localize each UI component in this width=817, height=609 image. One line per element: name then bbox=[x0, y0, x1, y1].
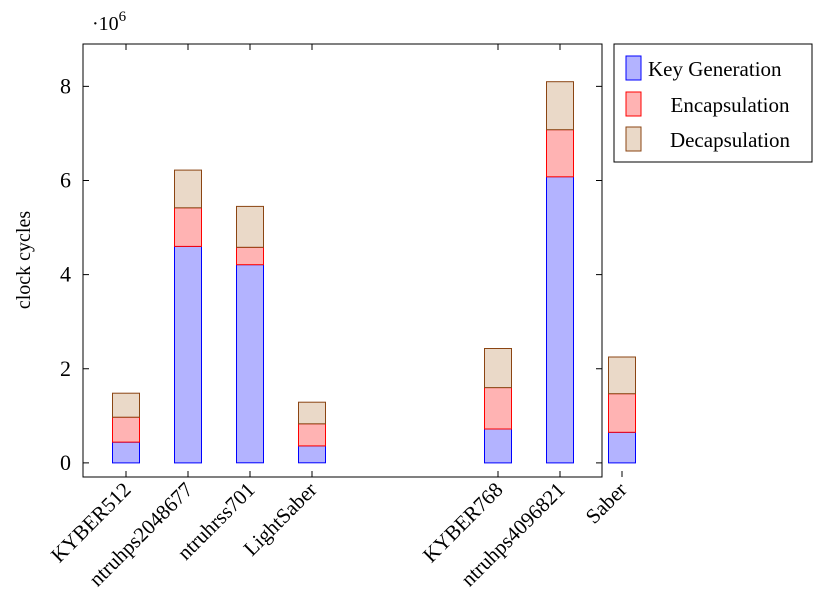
bar-keygen-ntruhrss701 bbox=[236, 264, 264, 464]
bar-encaps-ntruhps2048677 bbox=[174, 207, 202, 247]
y-axis-label: clock cycles bbox=[13, 211, 35, 309]
bar-decaps-ntruhps4096821 bbox=[546, 81, 574, 131]
x-tick-label-saber: Saber bbox=[581, 478, 632, 529]
plot-area-frame bbox=[82, 43, 603, 478]
bar-decaps-saber bbox=[608, 356, 636, 395]
bar-encaps-saber bbox=[608, 393, 636, 433]
legend-label-decaps: Decapsulation bbox=[670, 128, 791, 152]
scale-exponent: 6 bbox=[119, 9, 127, 25]
bar-encaps-ntruhrss701 bbox=[236, 246, 264, 266]
bar-decaps-ntruhps2048677 bbox=[174, 169, 202, 209]
legend: Key Generation Encapsulation Decapsulation bbox=[613, 43, 813, 163]
y-tick-label: 0 bbox=[60, 450, 71, 475]
bar-encaps-kyber768 bbox=[484, 387, 512, 430]
bar-encaps-ntruhps4096821 bbox=[546, 129, 574, 178]
labels-layer: KYBER512ntruhps2048677ntruhrss701LightSa… bbox=[46, 478, 632, 591]
legend-swatch-encaps bbox=[625, 91, 642, 117]
legend-swatch-keygen bbox=[625, 55, 642, 81]
bar-keygen-lightsaber bbox=[298, 445, 326, 464]
bar-keygen-kyber768 bbox=[484, 428, 512, 464]
bar-encaps-kyber512 bbox=[112, 416, 140, 443]
bars-layer bbox=[112, 81, 636, 464]
bar-decaps-ntruhrss701 bbox=[236, 205, 264, 248]
bar-encaps-lightsaber bbox=[298, 423, 326, 447]
legend-swatch-decaps bbox=[625, 126, 642, 152]
legend-label-encaps: Encapsulation bbox=[671, 93, 790, 117]
bar-keygen-saber bbox=[608, 431, 636, 464]
y-tick-label: 6 bbox=[60, 167, 71, 192]
bar-decaps-kyber512 bbox=[112, 392, 140, 418]
y-tick-label: 2 bbox=[60, 356, 71, 381]
y-tick-label: 4 bbox=[60, 262, 71, 287]
legend-frame bbox=[613, 43, 813, 163]
bar-keygen-ntruhps4096821 bbox=[546, 176, 574, 464]
scale-base: ·10 bbox=[92, 13, 119, 35]
bar-keygen-ntruhps2048677 bbox=[174, 245, 202, 464]
bar-decaps-kyber768 bbox=[484, 348, 512, 389]
legend-label-keygen: Key Generation bbox=[648, 57, 782, 81]
bar-keygen-kyber512 bbox=[112, 441, 140, 464]
bar-decaps-lightsaber bbox=[298, 401, 326, 425]
y-tick-label: 8 bbox=[60, 73, 71, 98]
ticks-layer: 0 2 4 6 8 bbox=[60, 44, 623, 477]
y-axis-scale-label: ·106 bbox=[92, 9, 127, 35]
